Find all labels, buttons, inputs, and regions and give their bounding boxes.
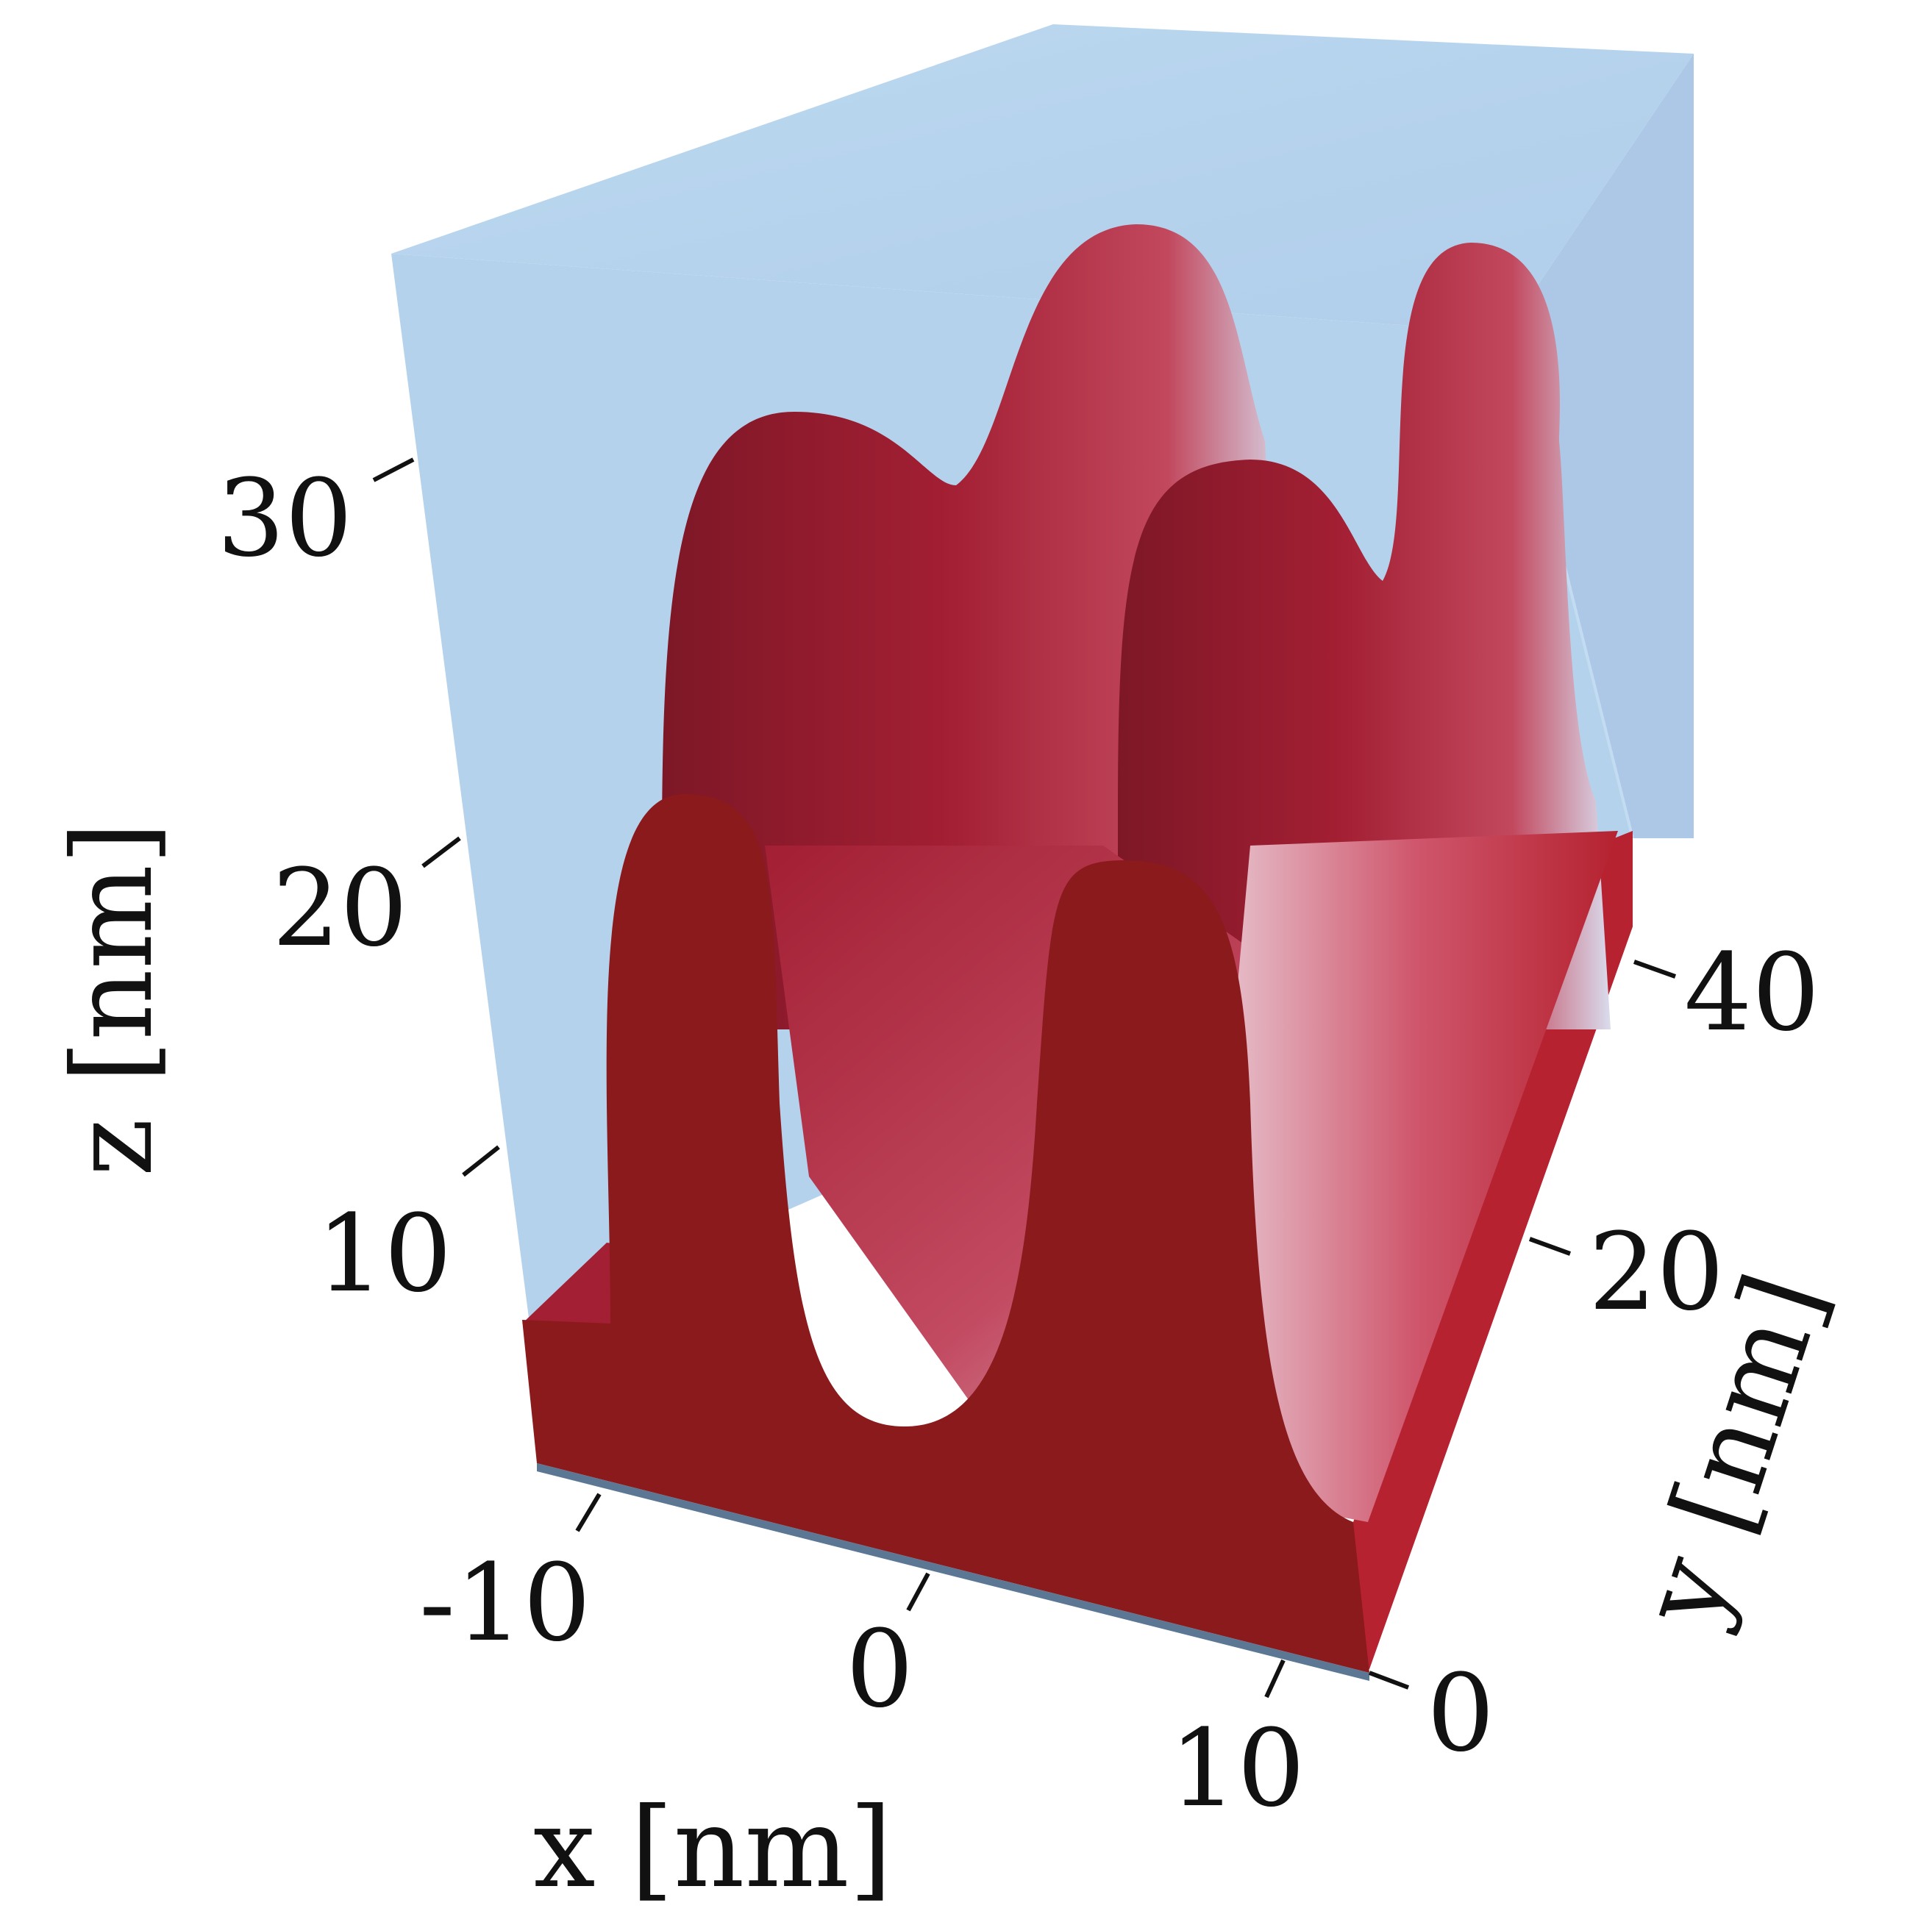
ridge-back-right bbox=[1118, 243, 1611, 1029]
y-tick-20 bbox=[1528, 1237, 1572, 1256]
x-axis-title: x [nm] bbox=[533, 1785, 892, 1913]
z-tick-20 bbox=[421, 836, 461, 868]
slab-right-edge bbox=[1353, 831, 1633, 1669]
y-tick-0 bbox=[1368, 1671, 1410, 1690]
z-tick-label-30: 30 bbox=[217, 457, 353, 581]
x-tick-label-neg10: -10 bbox=[419, 1541, 591, 1665]
x-tick-neg10 bbox=[575, 1493, 602, 1532]
z-tick-label-10: 10 bbox=[316, 1192, 452, 1316]
material-surface bbox=[522, 224, 1633, 1681]
z-tick-10 bbox=[462, 1145, 500, 1177]
x-tick-0 bbox=[906, 1572, 930, 1612]
x-tick-label-0: 0 bbox=[846, 1607, 913, 1732]
x-tick-10 bbox=[1264, 1659, 1286, 1699]
cross-section-face bbox=[522, 794, 1369, 1673]
box-right-face bbox=[1506, 54, 1694, 838]
y-tick-40 bbox=[1633, 960, 1677, 979]
y-tick-label-20: 20 bbox=[1589, 1210, 1725, 1335]
y-tick-label-40: 40 bbox=[1684, 931, 1820, 1055]
base-layer bbox=[537, 1463, 1369, 1681]
y-tick-label-0: 0 bbox=[1427, 1651, 1494, 1776]
box-top-face bbox=[391, 24, 1694, 332]
x-axis: -10 0 10 x [nm] bbox=[419, 1493, 1305, 1913]
z-tick-label-20: 20 bbox=[272, 846, 408, 971]
z-tick-30 bbox=[372, 457, 415, 482]
z-axis: 10 20 30 z [nm] bbox=[49, 457, 500, 1316]
right-trough bbox=[1213, 831, 1618, 1522]
z-axis-title: z [nm] bbox=[49, 821, 177, 1176]
x-tick-label-10: 10 bbox=[1169, 1707, 1305, 1831]
